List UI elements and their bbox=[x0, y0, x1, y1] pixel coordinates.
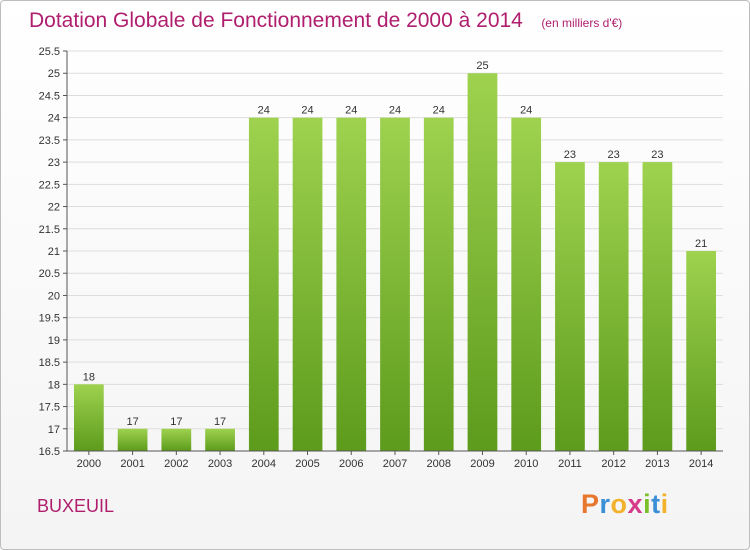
logo-letter: i bbox=[660, 489, 669, 519]
x-tick-label: 2003 bbox=[208, 458, 232, 470]
x-tick-label: 2004 bbox=[252, 458, 276, 470]
x-tick-label: 2005 bbox=[295, 458, 319, 470]
bar bbox=[73, 384, 104, 451]
y-tick-label: 22 bbox=[48, 202, 60, 214]
data-label: 23 bbox=[651, 149, 663, 161]
x-tick-label: 2009 bbox=[470, 458, 494, 470]
logo-letter: P bbox=[581, 489, 600, 519]
chart-title: Dotation Globale de Fonctionnement de 20… bbox=[29, 9, 523, 32]
chart-unit-note: (en milliers d'€) bbox=[541, 16, 623, 30]
chart-title-block: Dotation Globale de Fonctionnement de 20… bbox=[29, 9, 622, 33]
bar bbox=[423, 117, 454, 452]
x-tick-label: 2002 bbox=[164, 458, 188, 470]
data-label: 24 bbox=[258, 105, 270, 117]
data-label: 23 bbox=[564, 149, 576, 161]
logo-letter: x bbox=[627, 489, 644, 519]
y-tick-label: 25.5 bbox=[39, 46, 60, 58]
y-tick-label: 20 bbox=[48, 290, 60, 302]
data-label: 24 bbox=[389, 105, 401, 117]
y-tick-label: 18 bbox=[48, 379, 60, 391]
logo-letter: r bbox=[599, 489, 611, 519]
logo-letter: i bbox=[643, 489, 652, 519]
data-label: 21 bbox=[695, 238, 707, 250]
y-tick-label: 23.5 bbox=[39, 135, 60, 147]
x-tick-label: 2013 bbox=[645, 458, 669, 470]
x-tick-label: 2011 bbox=[558, 458, 582, 470]
y-tick-label: 22.5 bbox=[39, 179, 60, 191]
y-tick-label: 20.5 bbox=[39, 268, 60, 280]
y-tick-label: 16.5 bbox=[39, 446, 60, 458]
bar bbox=[686, 251, 717, 451]
y-tick-label: 19.5 bbox=[39, 313, 60, 325]
y-tick-label: 18.5 bbox=[39, 357, 60, 369]
commune-name: BUXEUIL bbox=[37, 496, 115, 516]
x-tick-label: 2012 bbox=[601, 458, 625, 470]
x-tick-label: 2007 bbox=[383, 458, 407, 470]
data-label: 24 bbox=[301, 105, 313, 117]
data-label: 17 bbox=[214, 416, 226, 428]
data-label: 24 bbox=[520, 105, 532, 117]
y-tick-label: 17.5 bbox=[39, 402, 60, 414]
bar bbox=[336, 117, 367, 452]
y-tick-label: 23 bbox=[48, 157, 60, 169]
bar bbox=[380, 117, 410, 452]
bar bbox=[117, 428, 148, 451]
data-label: 24 bbox=[433, 105, 445, 117]
y-tick-label: 17 bbox=[48, 424, 60, 436]
data-label: 23 bbox=[608, 149, 620, 161]
bar bbox=[598, 162, 629, 451]
y-tick-label: 21.5 bbox=[39, 224, 60, 236]
data-label: 18 bbox=[83, 371, 95, 383]
bar bbox=[161, 428, 192, 451]
x-tick-label: 2014 bbox=[689, 458, 713, 470]
y-tick-label: 24.5 bbox=[39, 90, 60, 102]
proxiti-logo: Proxiti bbox=[581, 489, 669, 520]
y-tick-label: 19 bbox=[48, 335, 60, 347]
data-label: 25 bbox=[476, 60, 488, 72]
data-label: 17 bbox=[126, 416, 138, 428]
bar bbox=[511, 117, 542, 452]
x-tick-label: 2001 bbox=[120, 458, 144, 470]
x-tick-label: 2000 bbox=[77, 458, 101, 470]
x-tick-label: 2010 bbox=[514, 458, 538, 470]
bar bbox=[555, 162, 585, 451]
x-tick-label: 2006 bbox=[339, 458, 363, 470]
logo-letter: o bbox=[610, 489, 628, 519]
bar bbox=[205, 428, 235, 451]
bar bbox=[248, 117, 279, 452]
data-label: 17 bbox=[170, 416, 182, 428]
y-tick-label: 25 bbox=[48, 68, 60, 80]
bar bbox=[467, 73, 498, 451]
logo-letter: t bbox=[651, 489, 661, 519]
data-label: 24 bbox=[345, 105, 357, 117]
bar bbox=[642, 162, 673, 451]
bar bbox=[292, 117, 323, 452]
y-tick-label: 24 bbox=[48, 113, 60, 125]
y-tick-label: 21 bbox=[48, 246, 60, 258]
x-tick-label: 2008 bbox=[426, 458, 450, 470]
